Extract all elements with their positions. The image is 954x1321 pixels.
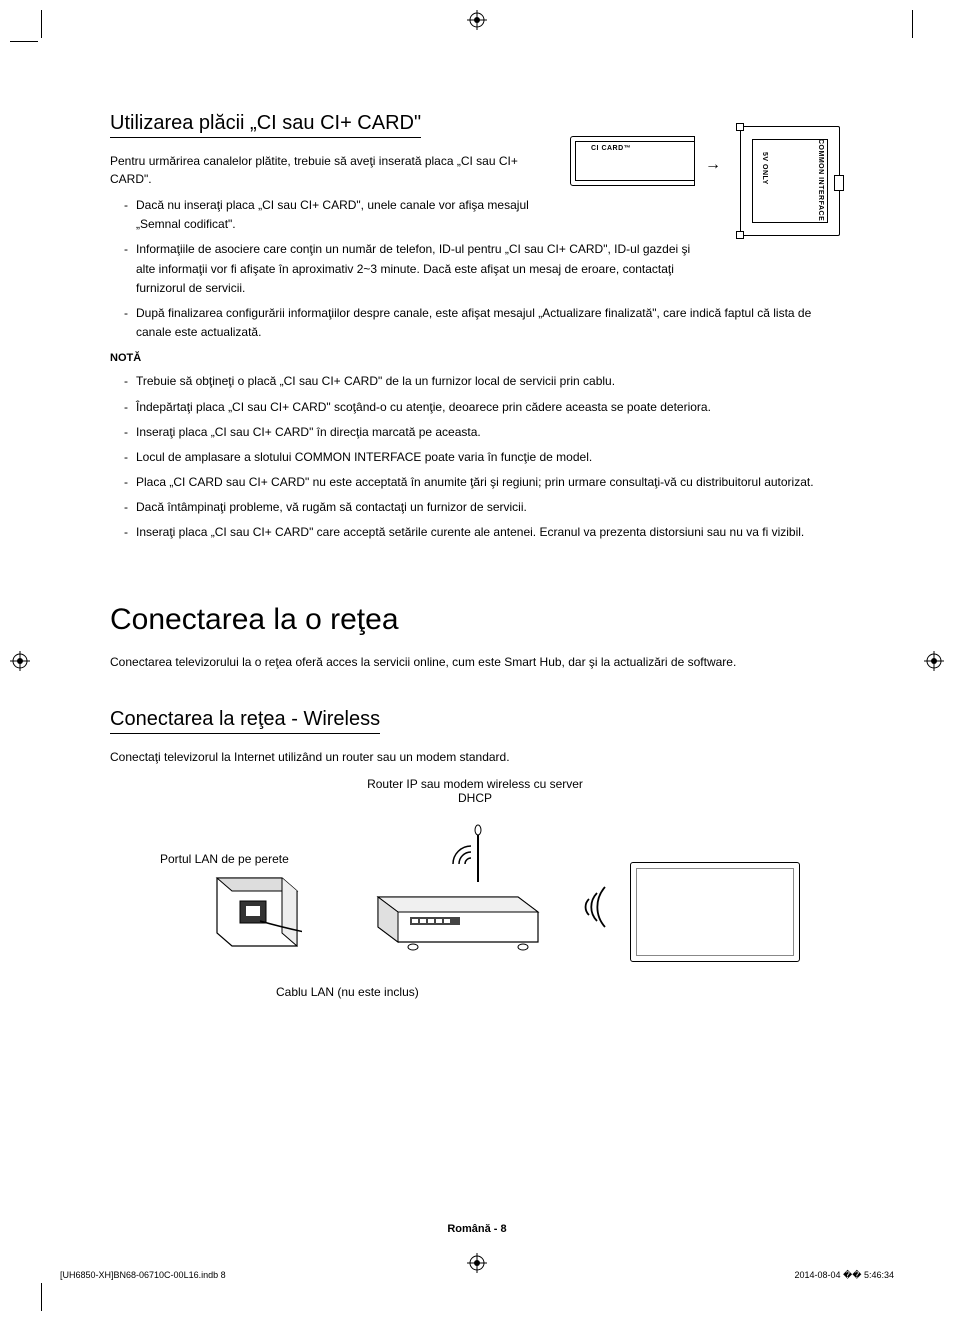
list-item: După finalizarea configurării informaţii…	[124, 304, 844, 342]
list-item: Îndepărtaţi placa „CI sau CI+ CARD" scoţ…	[124, 398, 840, 417]
registration-mark-icon	[924, 651, 944, 671]
slot-5v-label: 5V ONLY	[761, 152, 768, 185]
arrow-right-icon: →	[705, 156, 721, 174]
list-item: Informaţiile de asociere care conţin un …	[124, 240, 710, 298]
tv-icon	[630, 862, 800, 962]
slot-common-label: COMMON INTERFACE	[817, 139, 824, 221]
section1-intro: Pentru urmărirea canalelor plătite, treb…	[110, 152, 540, 188]
ci-card-label: CI CARD™	[591, 145, 631, 152]
crop-mark	[10, 41, 38, 53]
list-item: Inseraţi placa „CI sau CI+ CARD" care ac…	[124, 523, 840, 542]
list-item: Placa „CI CARD sau CI+ CARD" nu este acc…	[124, 473, 840, 492]
crop-mark	[41, 10, 53, 38]
footer-file: [UH6850-XH]BN68-06710C-00L16.indb 8	[60, 1270, 226, 1281]
section1-title: Utilizarea plăcii „CI sau CI+ CARD"	[110, 112, 421, 138]
section2-subintro: Conectaţi televizorul la Internet utiliz…	[110, 748, 840, 767]
list-item: Dacă întâmpinaţi probleme, vă rugăm să c…	[124, 498, 840, 517]
router-label: Router IP sau modem wireless cu server D…	[360, 777, 590, 805]
list-item: Trebuie să obţineţi o placă „CI sau CI+ …	[124, 372, 840, 391]
wifi-receive-icon	[570, 877, 615, 942]
network-diagram: Router IP sau modem wireless cu server D…	[110, 777, 840, 997]
cable-label: Cablu LAN (nu este inclus)	[276, 985, 419, 999]
registration-mark-icon	[467, 10, 487, 30]
section2-title: Conectarea la o reţea	[110, 603, 840, 637]
section2-intro: Conectarea televizorului la o reţea ofer…	[110, 653, 840, 672]
footer-meta: [UH6850-XH]BN68-06710C-00L16.indb 8 2014…	[60, 1270, 894, 1281]
lan-port-label: Portul LAN de pe perete	[160, 852, 289, 866]
wifi-emit-icon	[445, 832, 485, 877]
footer-date: 2014-08-04 �� 5:46:34	[794, 1270, 894, 1281]
section1-list-b: Trebuie să obţineţi o placă „CI sau CI+ …	[110, 372, 840, 542]
list-item: Dacă nu inseraţi placa „CI sau CI+ CARD"…	[124, 196, 554, 234]
page-footer: Română - 8	[0, 1223, 954, 1235]
page-content: Utilizarea plăcii „CI sau CI+ CARD" CI C…	[110, 112, 840, 997]
registration-mark-icon	[10, 651, 30, 671]
wall-port-icon	[212, 873, 302, 951]
ci-card-diagram: CI CARD™ → 5V ONLY COMMON INTERFACE	[570, 126, 840, 246]
crop-mark	[41, 1283, 53, 1311]
nota-label: NOTĂ	[110, 352, 840, 364]
list-item: Locul de amplasare a slotului COMMON INT…	[124, 448, 840, 467]
section2-subtitle: Conectarea la reţea - Wireless	[110, 708, 380, 734]
crop-mark	[901, 10, 913, 38]
list-item: Inseraţi placa „CI sau CI+ CARD" în dire…	[124, 423, 840, 442]
